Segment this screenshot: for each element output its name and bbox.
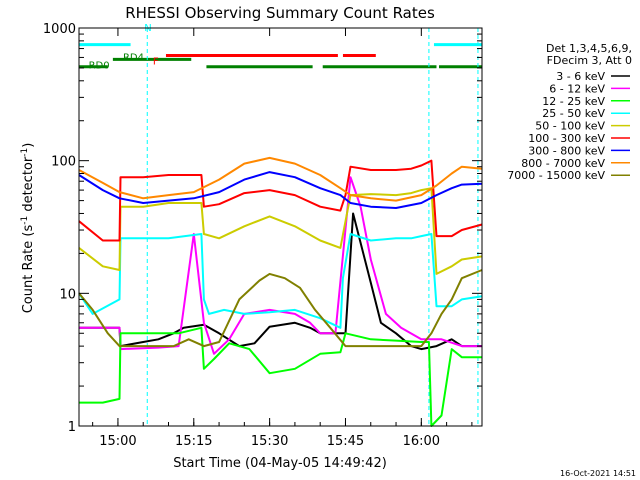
footer-date: 16-Oct-2021 14:51 bbox=[560, 469, 636, 478]
legend-label-5: 100 - 300 keV bbox=[528, 132, 605, 145]
series-line-8 bbox=[78, 269, 483, 348]
series-group bbox=[78, 156, 483, 427]
legend-label-1: 6 - 12 keV bbox=[549, 82, 605, 95]
legend-label-3: 25 - 50 keV bbox=[542, 107, 605, 120]
legend-label-4: 50 - 100 keV bbox=[535, 120, 605, 133]
x-tick-label-4: 16:00 bbox=[403, 434, 440, 449]
y-tick-label-3: 1000 bbox=[43, 22, 76, 37]
legend-label-0: 3 - 6 keV bbox=[556, 70, 605, 83]
x-tick-label-0: 15:00 bbox=[99, 434, 136, 449]
x-tick-label-1: 15:15 bbox=[175, 434, 212, 449]
legend-label-8: 7000 - 15000 keV bbox=[507, 169, 605, 182]
series-line-3 bbox=[78, 233, 483, 329]
series-line-0 bbox=[79, 212, 482, 351]
x-axis: 15:00 15:15 15:30 15:45 16:00 bbox=[92, 28, 473, 449]
series-line-6 bbox=[78, 171, 483, 209]
plot-frame bbox=[78, 27, 483, 427]
status-bar-label-2: RD0 bbox=[89, 61, 110, 72]
legend-header-line-2: FDecim 3, Att 0 bbox=[547, 54, 632, 67]
legend-label-7: 800 - 7000 keV bbox=[521, 157, 605, 170]
series-line-7 bbox=[78, 156, 483, 202]
y-tick-label-1: 10 bbox=[59, 287, 76, 302]
legend-label-6: 300 - 800 keV bbox=[528, 144, 605, 157]
status-bar-label-1: F bbox=[153, 56, 159, 67]
legend: Det 1,3,4,5,6,9, FDecim 3, Att 0 3 - 6 k… bbox=[507, 42, 632, 182]
legend-header-line-1: Det 1,3,4,5,6,9, bbox=[546, 42, 632, 55]
y-tick-label-0: 1 bbox=[68, 420, 76, 435]
series-line-4 bbox=[78, 187, 483, 275]
y-axis: 1 10 100 1000 bbox=[43, 22, 482, 435]
x-tick-label-3: 15:45 bbox=[327, 434, 364, 449]
mode-change-lines bbox=[146, 28, 479, 426]
x-tick-label-2: 15:30 bbox=[251, 434, 288, 449]
series-line-5 bbox=[78, 159, 483, 242]
legend-label-2: 12 - 25 keV bbox=[542, 95, 605, 108]
x-axis-label: Start Time (04-May-05 14:49:42) bbox=[173, 456, 387, 471]
chart-title: RHESSI Observing Summary Count Rates bbox=[125, 4, 435, 22]
status-bar-label-3: RD4 bbox=[123, 52, 144, 63]
y-tick-label-2: 100 bbox=[51, 155, 76, 170]
y-axis-label: Count Rate (s-1 detector-1) bbox=[20, 143, 36, 314]
